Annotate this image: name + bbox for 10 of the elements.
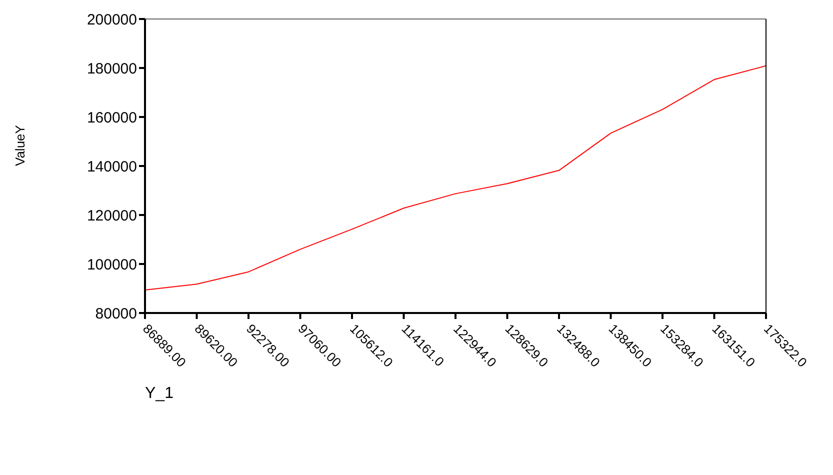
y-tick-label: 120000 [86,207,137,224]
y-tick-label: 140000 [86,158,137,176]
y-tick-label: 160000 [86,109,137,126]
y-tick-label: 200000 [86,11,137,28]
y-axis-title: ValueY [12,124,28,166]
line-series [145,65,766,290]
y-tick-label: 100000 [86,256,137,274]
x-axis-title: Y_1 [145,385,174,402]
y-tick-label: 180000 [86,60,137,78]
y-tick-label: 80000 [95,305,137,322]
